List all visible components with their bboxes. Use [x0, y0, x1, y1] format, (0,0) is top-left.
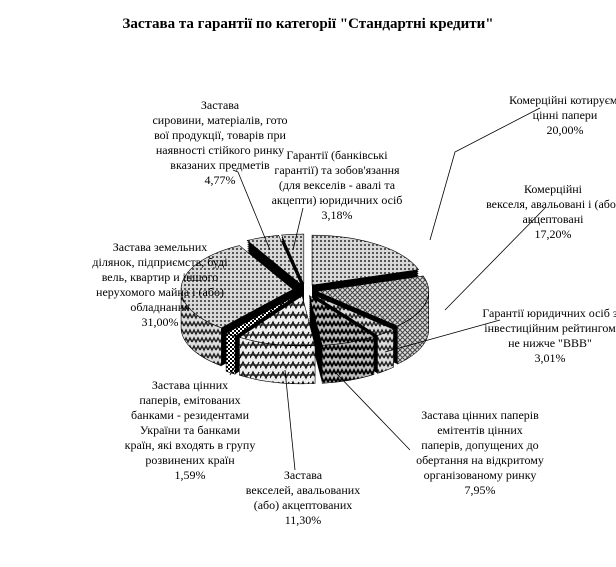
slice-top — [308, 294, 375, 346]
pie-slice — [238, 295, 316, 385]
leader-line — [429, 107, 541, 241]
data-label: Комерційні векселя, авальовані і (або) а… — [486, 182, 616, 241]
data-label: Застава земельних ділянок, підприємств, … — [92, 240, 228, 329]
leader-line — [232, 169, 271, 251]
data-label: Комерційні котируємі цінні папери 20,00% — [509, 93, 616, 137]
slice-top — [315, 275, 429, 327]
slice-side — [377, 328, 394, 374]
pie-slice — [180, 245, 294, 367]
slice-top — [281, 233, 305, 285]
data-label: Гарантії юридичних осіб з інвестиційним … — [482, 306, 616, 365]
data-label: Застава цінних паперів, емітованих банка… — [124, 378, 256, 482]
data-label: Застава сировини, матеріалів, гото вої п… — [152, 98, 288, 187]
chart-title: Застава та гарантії по категорії "Станда… — [122, 16, 494, 32]
slice-top — [225, 294, 298, 337]
data-label: Застава векселей, авальованих (або) акце… — [245, 468, 361, 527]
slice-top — [246, 235, 302, 285]
slice-top — [238, 295, 316, 347]
data-label: Гарантії (банківські гарантії) та зобов'… — [271, 148, 403, 222]
pie-slice — [308, 294, 375, 384]
slice-top — [180, 245, 294, 329]
leader-line — [444, 207, 546, 311]
leader-line — [229, 351, 244, 376]
leader-line — [384, 319, 501, 353]
leader-line — [292, 207, 304, 251]
leader-line — [334, 371, 411, 451]
slice-top — [311, 234, 420, 286]
data-label: Застава цінних паперів емітентів цінних … — [416, 408, 544, 497]
slice-top — [312, 294, 395, 336]
leader-line — [284, 369, 296, 471]
